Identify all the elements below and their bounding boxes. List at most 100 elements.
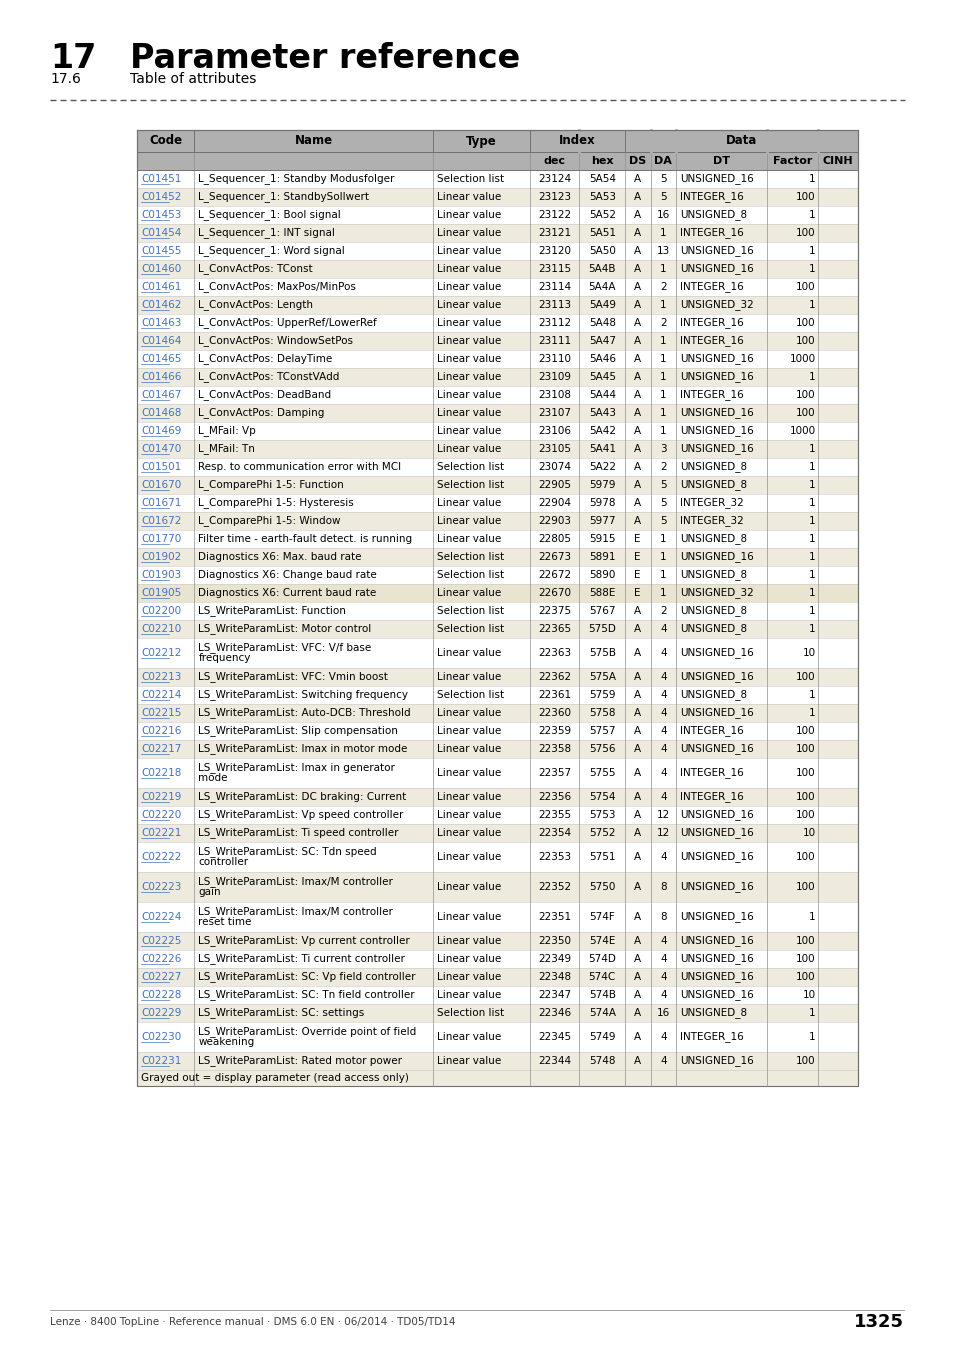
Text: 2: 2 bbox=[659, 462, 666, 472]
Text: C01461: C01461 bbox=[141, 282, 181, 292]
Text: E: E bbox=[634, 589, 640, 598]
Text: C02225: C02225 bbox=[141, 936, 181, 946]
Text: 10: 10 bbox=[801, 990, 815, 1000]
Text: LS_WriteParamList: Vp speed controller: LS_WriteParamList: Vp speed controller bbox=[198, 810, 403, 821]
Text: 5: 5 bbox=[659, 516, 666, 526]
Text: C01460: C01460 bbox=[141, 265, 181, 274]
Bar bbox=[137, 188, 857, 207]
Text: C01463: C01463 bbox=[141, 319, 181, 328]
Text: C01466: C01466 bbox=[141, 373, 181, 382]
Text: mode: mode bbox=[198, 774, 228, 783]
Text: 12: 12 bbox=[656, 810, 669, 819]
Text: 1: 1 bbox=[808, 444, 815, 454]
Text: L_Sequencer_1: Standby Modusfolger: L_Sequencer_1: Standby Modusfolger bbox=[198, 174, 395, 185]
Text: Parameter reference: Parameter reference bbox=[130, 42, 519, 76]
Text: 1: 1 bbox=[808, 265, 815, 274]
Bar bbox=[137, 968, 857, 986]
Text: Filter time - earth-fault detect. is running: Filter time - earth-fault detect. is run… bbox=[198, 535, 412, 544]
Text: 5A22: 5A22 bbox=[588, 462, 615, 472]
Bar bbox=[137, 512, 857, 531]
Text: A: A bbox=[634, 726, 640, 736]
Text: 23120: 23120 bbox=[537, 246, 571, 256]
Text: 16: 16 bbox=[656, 211, 669, 220]
Bar bbox=[137, 722, 857, 740]
Text: Linear value: Linear value bbox=[436, 498, 501, 508]
Text: LS_WriteParamList: Slip compensation: LS_WriteParamList: Slip compensation bbox=[198, 725, 397, 737]
Text: 100: 100 bbox=[795, 390, 815, 400]
Text: L_Sequencer_1: INT signal: L_Sequencer_1: INT signal bbox=[198, 228, 335, 239]
Text: UNSIGNED_16: UNSIGNED_16 bbox=[679, 911, 753, 922]
Bar bbox=[137, 315, 857, 332]
Text: 22805: 22805 bbox=[537, 535, 571, 544]
Text: dec: dec bbox=[543, 157, 565, 166]
Text: Linear value: Linear value bbox=[436, 828, 501, 838]
Text: 5A54: 5A54 bbox=[588, 174, 615, 184]
Text: UNSIGNED_16: UNSIGNED_16 bbox=[679, 444, 753, 455]
Text: 1: 1 bbox=[659, 570, 666, 580]
Text: 22351: 22351 bbox=[537, 913, 571, 922]
Text: LS_WriteParamList: SC: Tn field controller: LS_WriteParamList: SC: Tn field controll… bbox=[198, 990, 415, 1000]
Text: C02222: C02222 bbox=[141, 852, 181, 863]
Text: 1: 1 bbox=[808, 552, 815, 562]
Text: 5A52: 5A52 bbox=[588, 211, 615, 220]
Text: A: A bbox=[634, 354, 640, 364]
Text: L_ConvActPos: WindowSetPos: L_ConvActPos: WindowSetPos bbox=[198, 336, 353, 347]
Text: 575A: 575A bbox=[588, 672, 615, 682]
Bar bbox=[137, 842, 857, 872]
Text: 5751: 5751 bbox=[588, 852, 615, 863]
Text: UNSIGNED_16: UNSIGNED_16 bbox=[679, 354, 753, 364]
Text: hex: hex bbox=[590, 157, 613, 166]
Text: 4: 4 bbox=[659, 972, 666, 981]
Text: 22359: 22359 bbox=[537, 726, 571, 736]
Text: Type: Type bbox=[466, 135, 497, 147]
Bar bbox=[137, 440, 857, 458]
Text: A: A bbox=[634, 624, 640, 634]
Text: C01452: C01452 bbox=[141, 192, 181, 202]
Text: 1: 1 bbox=[659, 427, 666, 436]
Text: 1: 1 bbox=[808, 300, 815, 310]
Text: 5979: 5979 bbox=[588, 481, 615, 490]
Text: A: A bbox=[634, 1008, 640, 1018]
Text: Linear value: Linear value bbox=[436, 282, 501, 292]
Text: 22344: 22344 bbox=[537, 1056, 571, 1066]
Text: 23106: 23106 bbox=[537, 427, 571, 436]
Text: 23123: 23123 bbox=[537, 192, 571, 202]
Text: Linear value: Linear value bbox=[436, 427, 501, 436]
Text: 5767: 5767 bbox=[588, 606, 615, 616]
Text: 23107: 23107 bbox=[537, 408, 571, 418]
Bar bbox=[137, 548, 857, 566]
Text: L_ComparePhi 1-5: Function: L_ComparePhi 1-5: Function bbox=[198, 479, 344, 490]
Text: A: A bbox=[634, 828, 640, 838]
Text: C01770: C01770 bbox=[141, 535, 181, 544]
Bar bbox=[137, 296, 857, 315]
Text: 100: 100 bbox=[795, 810, 815, 819]
Text: Code: Code bbox=[149, 135, 182, 147]
Text: UNSIGNED_8: UNSIGNED_8 bbox=[679, 1007, 746, 1018]
Text: LS_WriteParamList: VFC: Vmin boost: LS_WriteParamList: VFC: Vmin boost bbox=[198, 671, 388, 683]
Text: 5755: 5755 bbox=[588, 768, 615, 778]
Text: L_Sequencer_1: Bool signal: L_Sequencer_1: Bool signal bbox=[198, 209, 340, 220]
Text: LS_WriteParamList: Rated motor power: LS_WriteParamList: Rated motor power bbox=[198, 1056, 402, 1066]
Text: Linear value: Linear value bbox=[436, 810, 501, 819]
Text: 1000: 1000 bbox=[788, 427, 815, 436]
Bar bbox=[137, 585, 857, 602]
Text: E: E bbox=[634, 552, 640, 562]
Text: 574F: 574F bbox=[589, 913, 615, 922]
Text: 4: 4 bbox=[659, 726, 666, 736]
Text: 5752: 5752 bbox=[588, 828, 615, 838]
Text: Linear value: Linear value bbox=[436, 882, 501, 892]
Text: Linear value: Linear value bbox=[436, 408, 501, 418]
Text: 23124: 23124 bbox=[537, 174, 571, 184]
Bar bbox=[137, 566, 857, 585]
Text: 22365: 22365 bbox=[537, 624, 571, 634]
Text: C02226: C02226 bbox=[141, 954, 181, 964]
Bar bbox=[137, 686, 857, 703]
Text: 1: 1 bbox=[659, 354, 666, 364]
Text: 5A43: 5A43 bbox=[588, 408, 615, 418]
Text: LS_WriteParamList: SC: Tdn speed: LS_WriteParamList: SC: Tdn speed bbox=[198, 846, 376, 857]
Text: A: A bbox=[634, 744, 640, 755]
Text: 23111: 23111 bbox=[537, 336, 571, 346]
Text: 1: 1 bbox=[659, 589, 666, 598]
Text: A: A bbox=[634, 192, 640, 202]
Bar bbox=[137, 668, 857, 686]
